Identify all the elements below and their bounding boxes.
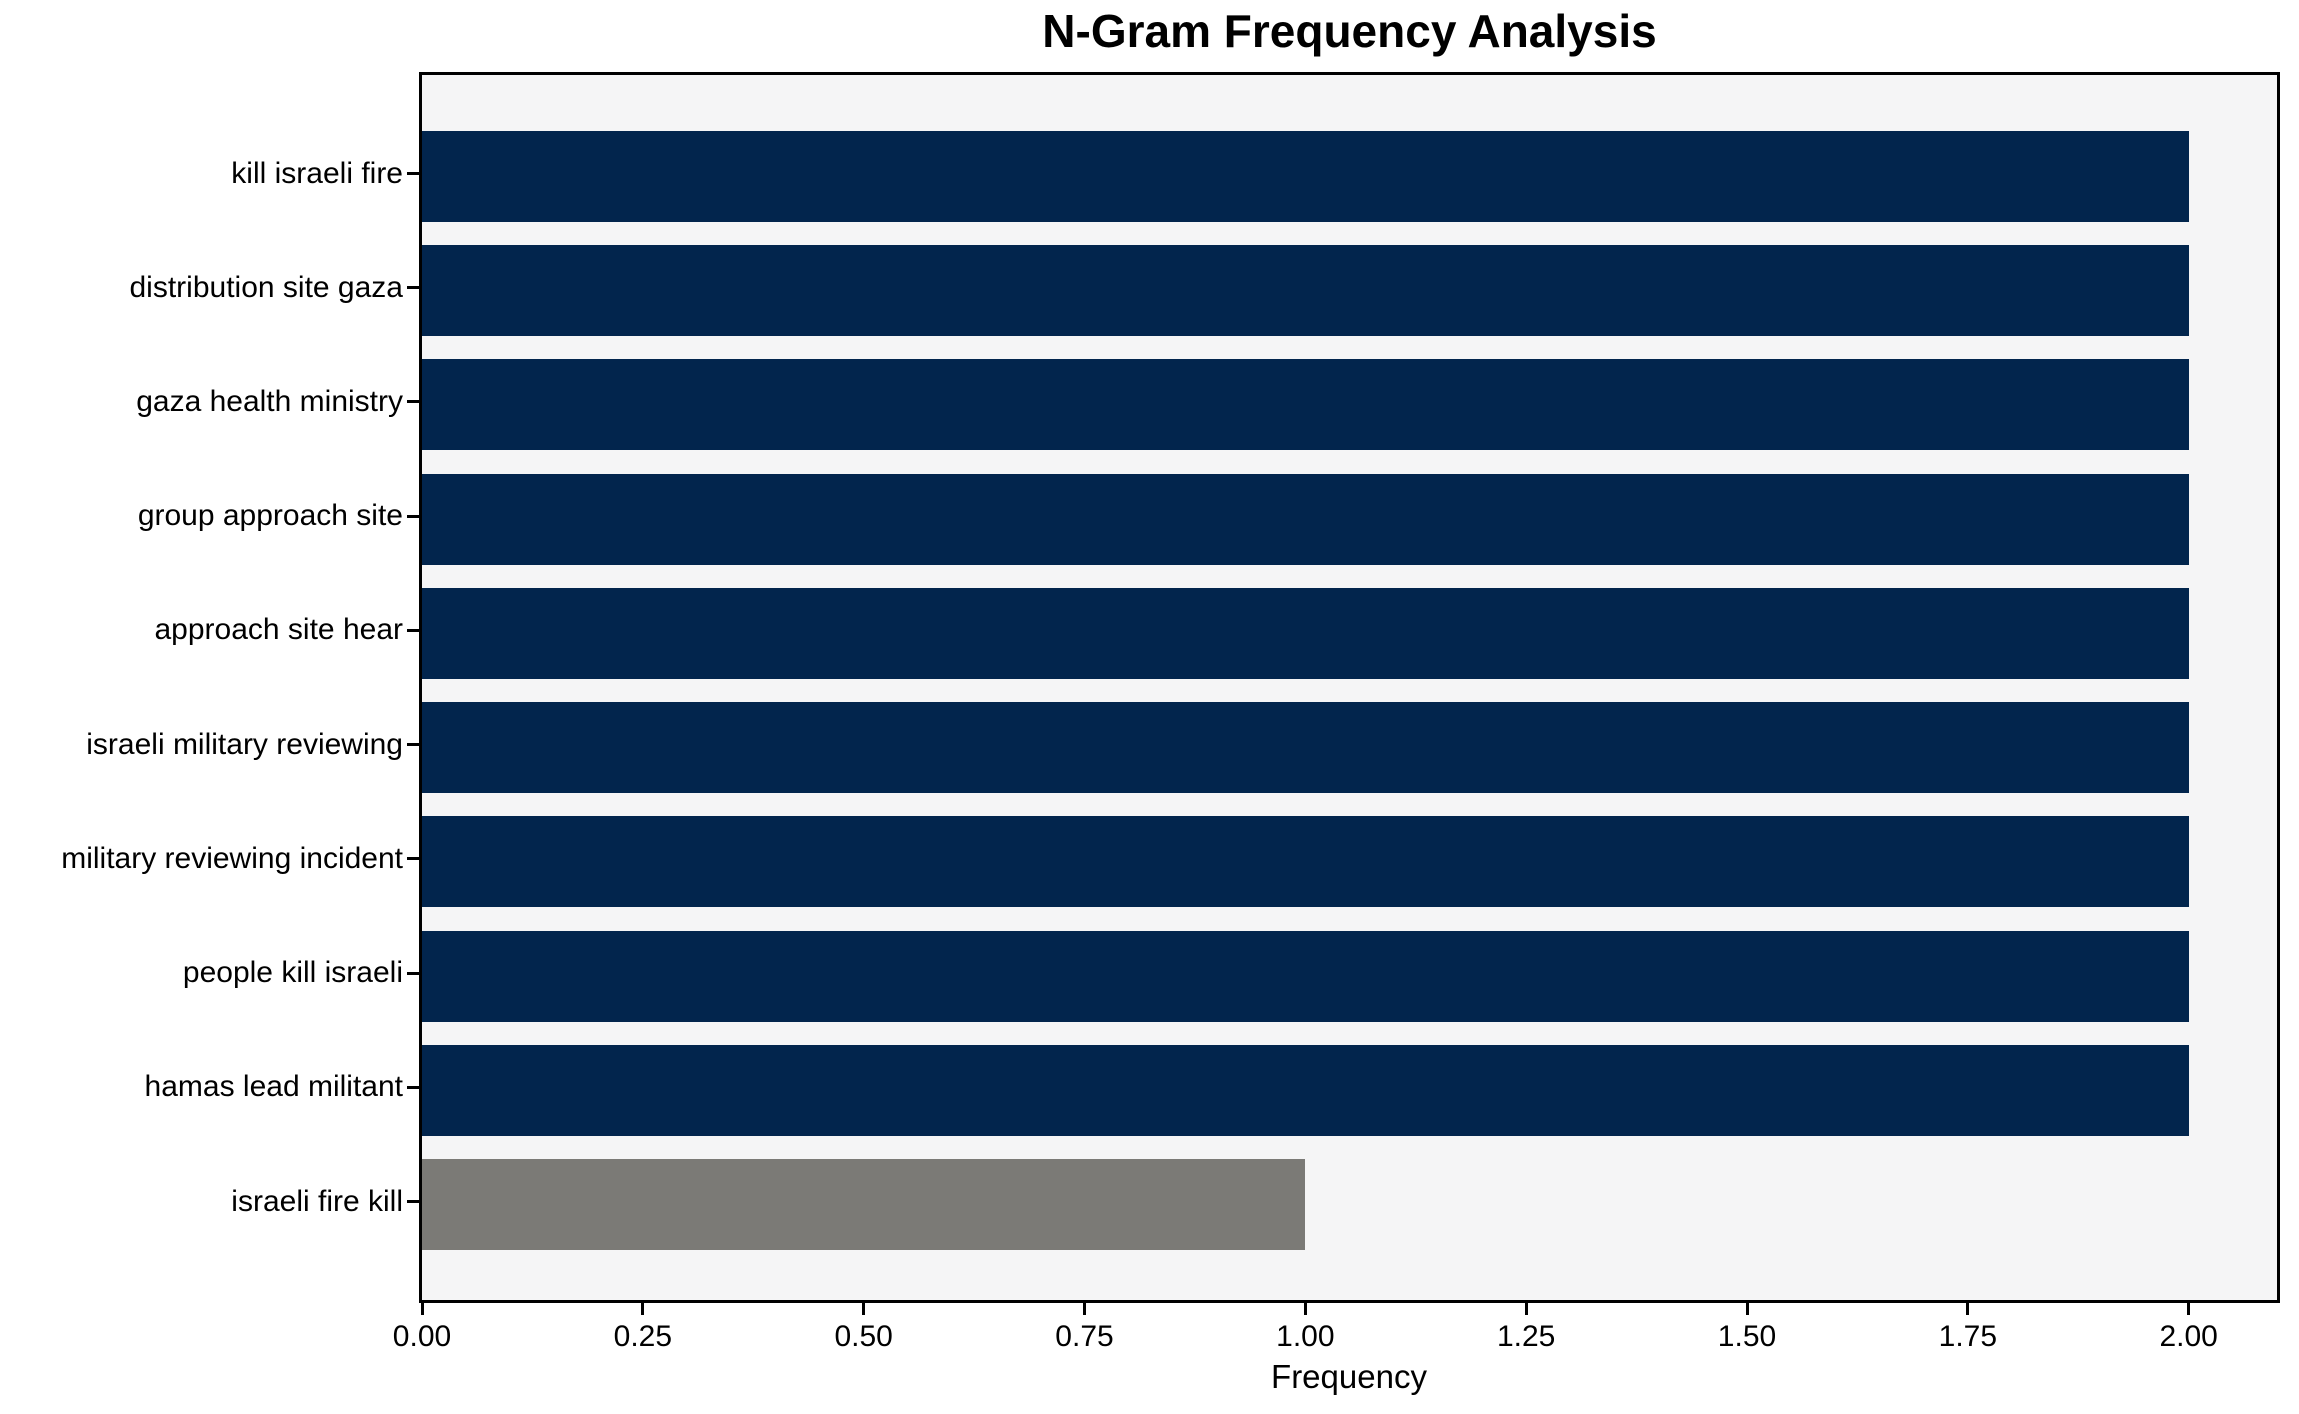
x-tick-label: 0.00 bbox=[392, 1320, 452, 1353]
x-tick-label: 1.75 bbox=[1938, 1320, 1998, 1353]
y-tick-label: approach site hear bbox=[154, 613, 404, 647]
bar bbox=[422, 359, 2189, 451]
x-tick-label: 2.00 bbox=[2159, 1320, 2218, 1353]
y-tick-label: group approach site bbox=[137, 499, 403, 533]
y-tick-label: kill israeli fire bbox=[231, 156, 403, 190]
y-tick-label: hamas lead militant bbox=[144, 1070, 403, 1104]
x-tick-mark bbox=[1966, 1303, 1970, 1315]
x-tick-mark bbox=[420, 1303, 424, 1315]
x-tick-mark bbox=[862, 1303, 866, 1315]
x-tick-label: 0.50 bbox=[834, 1320, 893, 1353]
bar bbox=[422, 131, 2189, 222]
y-tick-label: israeli fire kill bbox=[231, 1184, 403, 1218]
y-tick-label: people kill israeli bbox=[182, 956, 403, 990]
x-tick-label: 0.75 bbox=[1055, 1320, 1114, 1353]
x-tick-mark bbox=[1745, 1303, 1749, 1315]
y-tick-mark bbox=[407, 172, 419, 175]
x-tick-label: 1.00 bbox=[1276, 1320, 1335, 1353]
x-tick-label: 0.25 bbox=[613, 1320, 673, 1353]
y-tick-mark bbox=[407, 743, 419, 747]
x-axis-title: Frequency bbox=[1271, 1358, 1427, 1395]
y-tick-mark bbox=[407, 514, 419, 518]
x-tick-label: 1.25 bbox=[1496, 1320, 1556, 1353]
x-tick-mark bbox=[1303, 1303, 1307, 1315]
y-tick-mark bbox=[407, 1200, 419, 1203]
x-tick-mark bbox=[1083, 1303, 1086, 1315]
x-tick-label: 1.50 bbox=[1717, 1320, 1777, 1353]
bar bbox=[422, 816, 2189, 908]
bar bbox=[422, 1044, 2189, 1136]
bar bbox=[422, 587, 2189, 679]
x-tick-mark bbox=[1524, 1303, 1528, 1315]
y-tick-mark bbox=[407, 857, 419, 861]
bar bbox=[422, 245, 2189, 337]
y-tick-label: distribution site gaza bbox=[129, 270, 404, 304]
y-tick-mark bbox=[407, 1085, 419, 1089]
chart-title: N-Gram Frequency Analysis bbox=[1042, 5, 1657, 57]
y-tick-mark bbox=[407, 400, 419, 404]
bar bbox=[422, 702, 2189, 794]
x-tick-mark bbox=[2187, 1303, 2191, 1315]
bar bbox=[422, 473, 2189, 565]
x-tick-mark bbox=[641, 1303, 645, 1315]
y-tick-label: military reviewing incident bbox=[61, 841, 403, 875]
bar bbox=[422, 930, 2189, 1022]
y-tick-mark bbox=[407, 286, 419, 290]
y-tick-label: israeli military reviewing bbox=[86, 727, 403, 761]
y-tick-mark bbox=[407, 628, 419, 632]
plot-area bbox=[419, 72, 2280, 1303]
bar bbox=[422, 1159, 1306, 1250]
y-tick-mark bbox=[407, 971, 419, 975]
y-tick-label: gaza health ministry bbox=[136, 384, 403, 418]
